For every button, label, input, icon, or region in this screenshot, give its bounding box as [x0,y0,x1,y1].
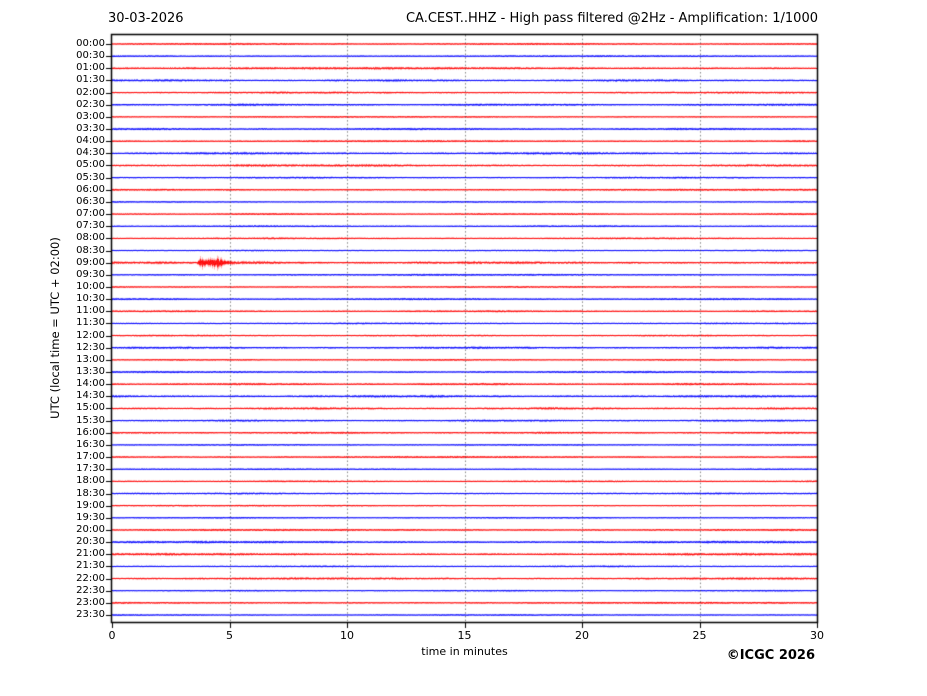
x-tick-label: 20 [575,629,589,642]
x-tick-label: 5 [226,629,233,642]
y-tick-label: 22:30 [76,584,105,596]
y-tick-label: 01:30 [76,74,105,86]
y-tick-label: 05:00 [76,159,105,171]
y-tick-label: 08:30 [76,244,105,256]
y-tick-label: 13:00 [76,353,105,365]
y-tick-label: 16:30 [76,438,105,450]
y-tick-label: 10:30 [76,293,105,305]
x-tick-label: 25 [692,629,707,642]
y-tick-label: 10:00 [76,280,105,292]
x-tick-label: 15 [457,629,472,642]
y-tick-label: 16:00 [76,426,105,438]
y-tick-label: 06:30 [76,195,105,207]
y-tick-label: 21:30 [76,560,105,572]
y-tick-label: 04:00 [76,135,105,147]
y-tick-label: 00:30 [76,50,105,62]
x-axis-title: time in minutes [421,645,508,658]
y-tick-label: 11:30 [76,317,105,329]
y-tick-label: 02:00 [76,86,105,98]
y-tick-label: 18:30 [76,487,105,499]
y-tick-label: 01:00 [76,62,105,74]
x-tick-label: 30 [810,629,824,642]
y-tick-label: 23:00 [76,596,105,608]
y-tick-label: 09:00 [76,256,105,268]
y-tick-label: 17:00 [76,451,105,463]
y-tick-label: 23:30 [76,609,105,620]
y-tick-label: 13:30 [76,366,105,378]
y-tick-label: 08:00 [76,232,105,244]
y-tick-label: 09:30 [76,268,105,280]
y-tick-label: 14:00 [76,378,105,390]
y-tick-label: 12:00 [76,329,105,341]
y-tick-label: 15:30 [76,414,105,426]
y-tick-label: 21:00 [76,548,105,560]
y-tick-label: 04:30 [76,147,105,159]
x-tick-label: 0 [108,629,116,642]
y-tick-labels: 00:00 00:30 01:00 01:30 02:00 02:30 03:00 03:30… [0,0,105,696]
y-tick-label: 00:00 [76,38,105,49]
y-tick-label: 12:30 [76,341,105,353]
y-tick-label: 17:30 [76,463,105,475]
y-tick-label: 18:00 [76,475,105,487]
y-tick-label: 20:30 [76,536,105,548]
y-tick-label: 15:00 [76,402,105,414]
y-tick-label: 03:00 [76,110,105,122]
y-tick-label: 19:00 [76,499,105,511]
y-tick-label: 02:30 [76,98,105,110]
y-tick-label: 11:00 [76,305,105,317]
y-tick-label: 07:00 [76,208,105,220]
y-tick-label: 14:30 [76,390,105,402]
y-tick-label: 07:30 [76,220,105,232]
y-tick-label: 22:00 [76,572,105,584]
y-tick-label: 06:00 [76,183,105,195]
copyright: ©ICGC 2026 [726,648,815,663]
date-title: 30-03-2026 [108,11,184,26]
y-tick-label: 05:30 [76,171,105,183]
y-tick-label: 20:00 [76,523,105,535]
x-tick-label: 10 [340,629,354,642]
plot-title: CA.CEST..HHZ - High pass filtered @2Hz -… [405,11,818,26]
y-tick-label: 19:30 [76,511,105,523]
y-tick-label: 03:30 [76,123,105,135]
